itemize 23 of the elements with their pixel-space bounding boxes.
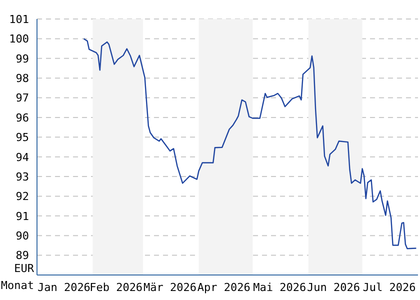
y-axis-title: EUR bbox=[14, 262, 34, 275]
x-axis-title: Monat bbox=[0, 279, 34, 292]
x-tick-label: Feb 2026 bbox=[90, 280, 143, 294]
x-tick-label: Jan 2026 bbox=[37, 280, 90, 294]
y-tick-label: 90 bbox=[16, 230, 29, 243]
y-tick-label: 91 bbox=[16, 210, 29, 223]
x-tick-label: Mär 2026 bbox=[144, 280, 196, 294]
x-tick-label: Jul 2026 bbox=[362, 280, 416, 294]
x-tick-label: Mai 2026 bbox=[253, 280, 306, 294]
y-tick-label: 92 bbox=[16, 190, 29, 204]
y-tick-label: 93 bbox=[16, 170, 29, 184]
y-tick-label: 99 bbox=[16, 52, 29, 66]
x-tick-label: Jun 2026 bbox=[307, 280, 360, 294]
line-series bbox=[83, 38, 417, 250]
y-tick-label: 95 bbox=[16, 131, 29, 144]
y-tick-label: 98 bbox=[16, 72, 29, 85]
y-tick-label: 89 bbox=[16, 249, 29, 262]
y-tick-label: 97 bbox=[16, 92, 29, 105]
y-tick-label: 101 bbox=[9, 12, 29, 26]
y-tick-label: 100 bbox=[9, 32, 29, 46]
y-tick-label: 94 bbox=[16, 150, 30, 164]
x-tick-label: Apr 2026 bbox=[197, 280, 250, 294]
y-tick-label: 96 bbox=[16, 111, 29, 124]
